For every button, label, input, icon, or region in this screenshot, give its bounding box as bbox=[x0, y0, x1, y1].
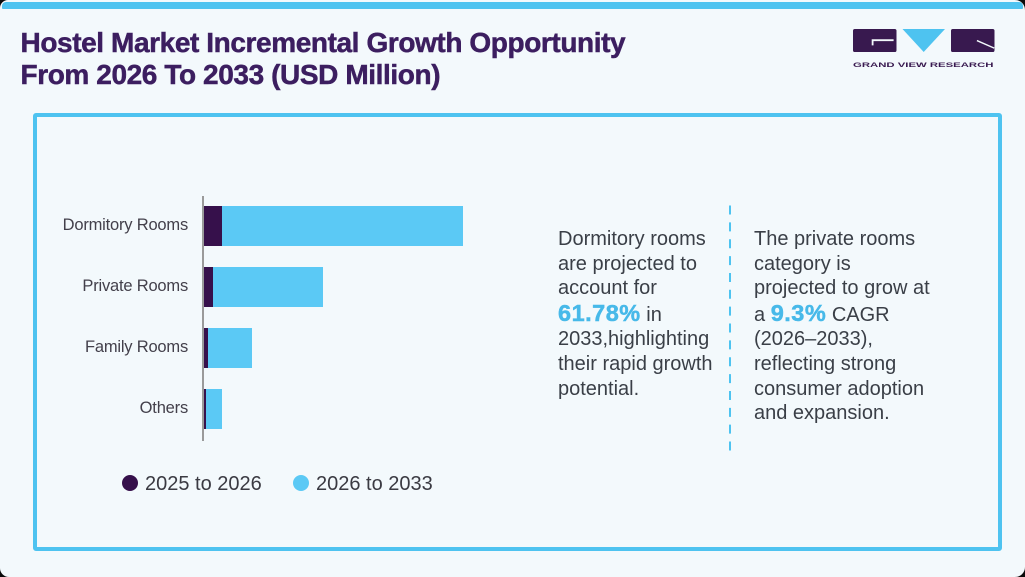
svg-text:GRAND VIEW RESEARCH: GRAND VIEW RESEARCH bbox=[853, 62, 994, 69]
